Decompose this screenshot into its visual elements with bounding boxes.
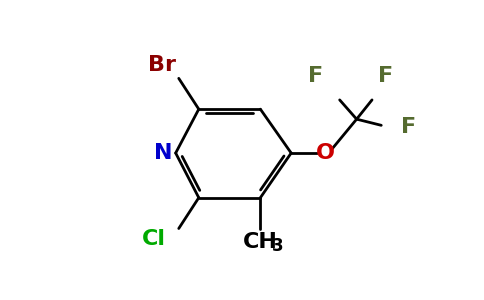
Text: Cl: Cl [142, 229, 166, 249]
Text: N: N [154, 143, 173, 163]
Text: Br: Br [148, 55, 176, 75]
Text: F: F [378, 66, 393, 86]
Text: O: O [316, 143, 334, 163]
Text: F: F [308, 66, 323, 86]
Text: F: F [401, 117, 416, 137]
Text: 3: 3 [272, 237, 283, 255]
Text: CH: CH [243, 232, 278, 252]
